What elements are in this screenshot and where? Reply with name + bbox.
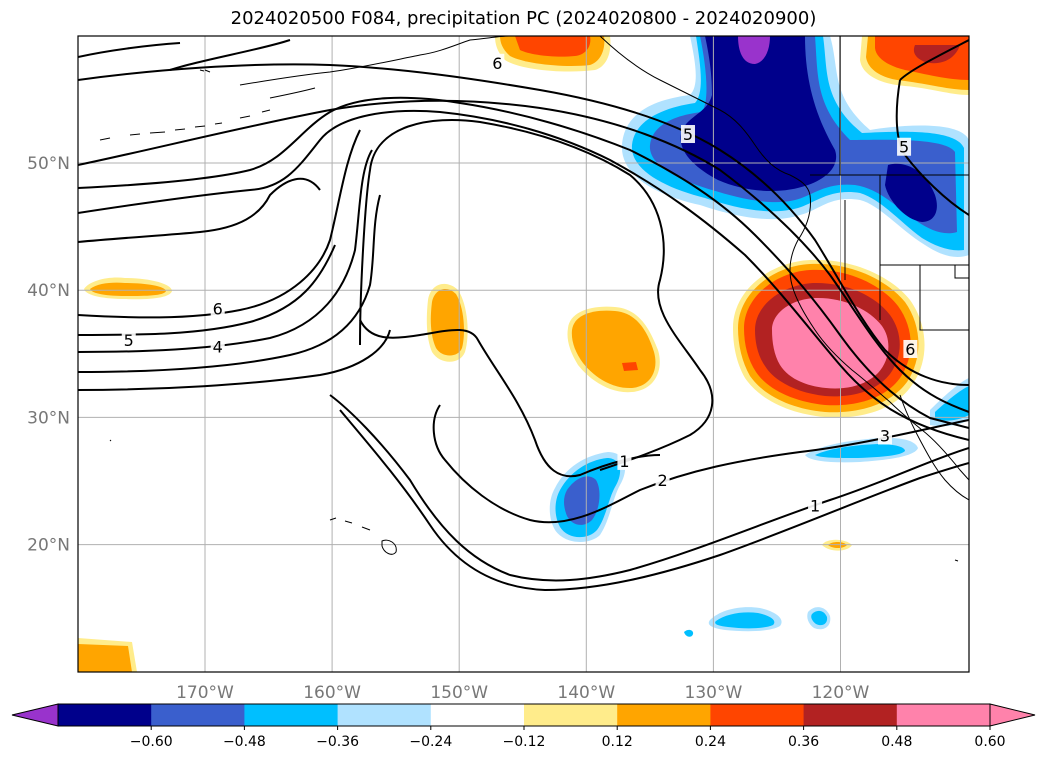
colorbar: −0.60 −0.48 −0.36 −0.24 −0.12 0.12 0.24 0.36 0.4… <box>11 703 1036 750</box>
colorbar-tick-label: 0.60 <box>974 734 1005 750</box>
negative-anomaly-south <box>684 607 831 637</box>
contour-label-background <box>897 137 912 156</box>
contour-label-background <box>617 451 632 470</box>
longitude-label: 120°W <box>812 683 870 703</box>
map-frame <box>77 35 970 673</box>
colorbar-segment <box>151 704 245 726</box>
positive-anomaly-southwest-corner <box>78 638 137 672</box>
latitude-label: 40°N <box>27 281 70 301</box>
colorbar-tick-label: 0.24 <box>695 734 726 750</box>
contour-label-background <box>121 331 136 350</box>
latitude-labels: 50°N 40°N 30°N 20°N <box>27 154 70 556</box>
longitude-label: 130°W <box>685 683 743 703</box>
colorbar-tick-label: −0.48 <box>223 734 266 750</box>
latitude-label: 50°N <box>27 154 70 174</box>
colorbar-segment <box>524 704 618 726</box>
positive-anomaly-northeast <box>860 36 969 95</box>
colorbar-tick-label: 0.12 <box>602 734 633 750</box>
contour-label-background <box>210 337 225 356</box>
positive-anomaly-175w <box>84 277 172 300</box>
colorbar-tick-label: −0.60 <box>130 734 173 750</box>
colorbar-tick-label: 0.36 <box>788 734 819 750</box>
contour-label: 5 <box>899 138 909 157</box>
positive-anomaly-gulf-of-alaska <box>495 36 611 72</box>
longitude-labels: 170°W 160°W 150°W 140°W 130°W 120°W <box>176 683 869 703</box>
contour-label-background <box>210 299 225 318</box>
contour-label: 6 <box>905 340 915 359</box>
positive-anomaly-california <box>733 259 925 418</box>
colorbar-tick-label: −0.36 <box>316 734 359 750</box>
colorbar-segment <box>617 704 711 726</box>
positive-anomaly-central-pacific <box>567 306 660 393</box>
latitude-label: 30°N <box>27 408 70 428</box>
contour-label-background <box>877 426 892 445</box>
contour-label: 2 <box>657 471 667 490</box>
colorbar-segment <box>430 704 525 726</box>
contour-label-background <box>903 339 918 358</box>
colorbar-tick-label: −0.24 <box>409 734 452 750</box>
contour-label: 4 <box>213 337 223 356</box>
longitude-label: 160°W <box>303 683 361 703</box>
contour-label: 1 <box>810 496 820 515</box>
colorbar-segment <box>710 704 805 726</box>
graticule <box>78 36 969 672</box>
colorbar-segment <box>337 704 432 726</box>
precipitation-fill-layer <box>78 36 969 672</box>
colorbar-segment <box>244 704 339 726</box>
positive-anomaly-150w <box>426 283 468 362</box>
contour-labels: 6 5 4 6 5 1 2 1 6 3 5 <box>121 53 918 515</box>
colorbar-segment <box>896 704 991 726</box>
contour-lines <box>78 39 969 592</box>
latitude-label: 20°N <box>27 536 70 556</box>
colorbar-segment <box>803 704 898 726</box>
contour-label-background <box>808 496 823 515</box>
colorbar-extend-low <box>11 703 59 727</box>
contour-label: 5 <box>124 331 134 350</box>
colorbar-tick-label: 0.48 <box>881 734 912 750</box>
contour-label: 6 <box>492 54 502 73</box>
map-title: 2024020500 F084, precipitation PC (20240… <box>230 8 817 29</box>
contour-label: 6 <box>213 299 223 318</box>
longitude-label: 170°W <box>176 683 234 703</box>
contour-label: 5 <box>683 125 693 144</box>
contour-label-background <box>680 125 695 144</box>
contour-label-background <box>655 471 670 489</box>
colorbar-extend-high <box>989 703 1036 727</box>
contour-label-background <box>490 53 505 72</box>
contour-label: 1 <box>619 452 629 471</box>
map-plot-area: 6 5 4 6 5 1 2 1 6 3 5 <box>78 36 969 672</box>
longitude-label: 140°W <box>557 683 615 703</box>
contour-label: 3 <box>880 426 890 445</box>
colorbar-tick-label: −0.12 <box>503 734 546 750</box>
colorbar-segment <box>58 704 152 726</box>
longitude-label: 150°W <box>430 683 488 703</box>
